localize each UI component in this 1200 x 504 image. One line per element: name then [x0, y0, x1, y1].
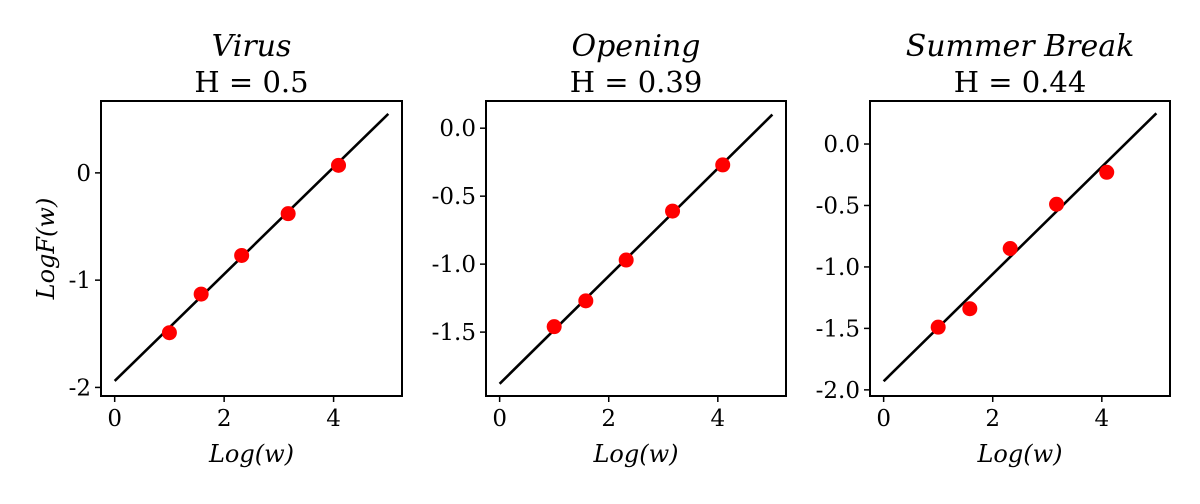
x-tick-label: 4	[1094, 406, 1109, 432]
y-tick-label: -1	[69, 268, 91, 294]
data-point	[161, 325, 177, 341]
fit-line	[113, 112, 390, 382]
data-point	[280, 206, 296, 222]
data-point	[546, 319, 562, 335]
y-tick-label: -2.0	[816, 378, 860, 404]
plot-frame	[100, 100, 403, 397]
y-tick-label: -1.5	[432, 320, 476, 346]
data-point	[930, 319, 946, 335]
fit-line	[882, 112, 1158, 383]
chart-subtitle: H = 0.44	[954, 65, 1087, 99]
plot-frame	[485, 100, 787, 397]
y-axis-label: LogF(w)	[32, 198, 60, 301]
y-tick-label: -1.5	[816, 316, 860, 342]
chart-title: Opening	[572, 29, 701, 64]
y-tick-label: 0.0	[439, 116, 476, 142]
x-tick-label: 2	[601, 406, 616, 432]
data-point	[665, 203, 681, 219]
x-tick-label: 2	[217, 406, 232, 432]
data-point	[1099, 164, 1115, 180]
data-point	[193, 286, 209, 302]
fit-line	[498, 113, 774, 385]
y-tick-label: 0.0	[823, 132, 860, 158]
y-tick-label: -0.5	[432, 184, 476, 210]
x-tick-label: 0	[107, 406, 122, 432]
data-point	[962, 301, 978, 317]
y-tick-label: -2	[69, 375, 91, 401]
data-point	[331, 157, 347, 173]
plot-frame	[869, 100, 1171, 397]
data-point	[1002, 241, 1018, 256]
x-axis-label: Log(w)	[976, 440, 1062, 468]
y-tick-label: -1.0	[432, 252, 476, 278]
y-tick-label: -0.5	[816, 193, 860, 219]
chart-subtitle: H = 0.39	[570, 65, 703, 99]
x-tick-label: 4	[710, 406, 725, 432]
data-point	[1049, 196, 1065, 212]
x-tick-label: 0	[492, 406, 507, 432]
data-point	[578, 293, 594, 309]
chart-title: Virus	[212, 29, 292, 64]
x-tick-label: 4	[326, 406, 341, 432]
x-tick-label: 2	[985, 406, 1000, 432]
data-point	[618, 252, 634, 268]
y-tick-label: 0	[76, 161, 91, 187]
x-axis-label: Log(w)	[592, 440, 678, 468]
data-point	[715, 157, 731, 173]
data-point	[234, 247, 250, 263]
y-tick-label: -1.0	[816, 255, 860, 281]
x-axis-label: Log(w)	[208, 440, 294, 468]
chart-subtitle: H = 0.5	[194, 65, 308, 99]
x-tick-label: 0	[876, 406, 891, 432]
chart-title: Summer Break	[906, 29, 1135, 64]
